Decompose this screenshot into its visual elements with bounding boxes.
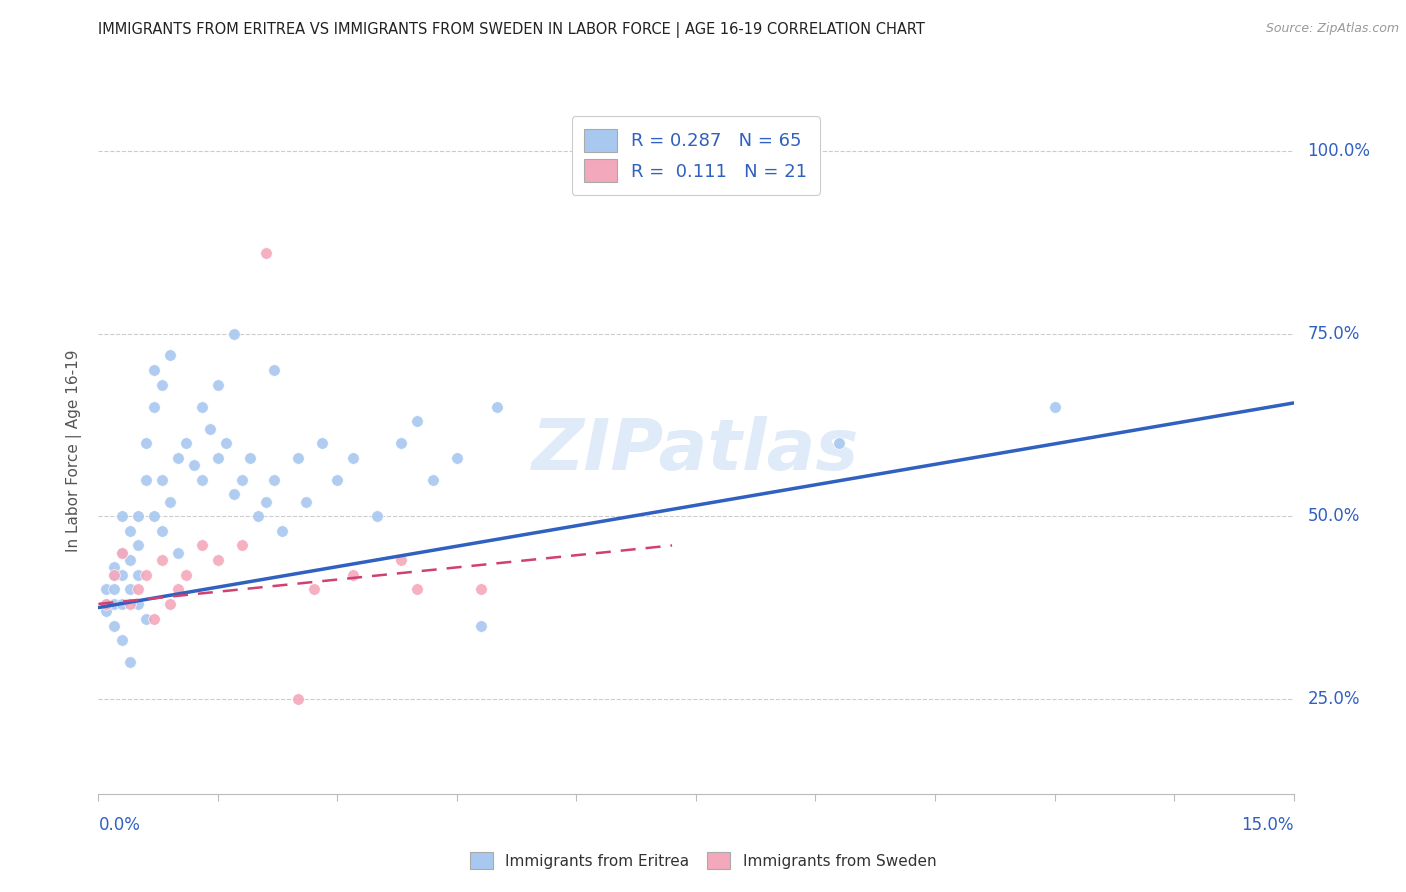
Point [96, 604, 118, 618]
Point [366, 509, 388, 524]
Text: 0.0%: 0.0% [98, 816, 141, 834]
Point [96, 597, 118, 611]
Point [470, 619, 492, 633]
Point [406, 414, 429, 428]
Point [263, 363, 285, 377]
Point [287, 692, 309, 706]
Point [239, 450, 262, 465]
Point [103, 582, 125, 597]
Point [150, 473, 173, 487]
Point [127, 582, 149, 597]
Point [127, 509, 149, 524]
Point [231, 538, 253, 552]
Point [222, 326, 245, 341]
Point [159, 494, 181, 508]
Point [120, 553, 142, 567]
Point [135, 567, 157, 582]
Point [127, 597, 149, 611]
Point [111, 597, 134, 611]
Point [167, 546, 190, 560]
Point [254, 246, 277, 260]
Point [191, 400, 214, 414]
Point [111, 567, 134, 582]
Point [222, 487, 245, 501]
Text: IMMIGRANTS FROM ERITREA VS IMMIGRANTS FROM SWEDEN IN LABOR FORCE | AGE 16-19 COR: IMMIGRANTS FROM ERITREA VS IMMIGRANTS FR… [98, 22, 925, 38]
Point [103, 619, 125, 633]
Point [270, 524, 292, 538]
Point [150, 377, 173, 392]
Point [111, 546, 134, 560]
Point [294, 494, 316, 508]
Point [103, 567, 125, 582]
Point [254, 494, 277, 508]
Point [302, 582, 325, 597]
Point [406, 582, 429, 597]
Point [246, 509, 269, 524]
Point [111, 509, 134, 524]
Point [143, 611, 166, 625]
Point [135, 436, 157, 450]
Point [127, 538, 149, 552]
Legend: Immigrants from Eritrea, Immigrants from Sweden: Immigrants from Eritrea, Immigrants from… [464, 846, 942, 875]
Point [143, 363, 166, 377]
Point [342, 450, 364, 465]
Point [103, 560, 125, 574]
Point [159, 597, 181, 611]
Point [470, 582, 492, 597]
Point [135, 473, 157, 487]
Point [120, 656, 142, 670]
Point [143, 509, 166, 524]
Point [120, 524, 142, 538]
Text: 75.0%: 75.0% [1308, 325, 1360, 343]
Point [96, 582, 118, 597]
Point [207, 553, 229, 567]
Point [231, 473, 253, 487]
Point [111, 633, 134, 648]
Point [159, 349, 181, 363]
Point [103, 567, 125, 582]
Text: 100.0%: 100.0% [1308, 142, 1371, 160]
Point [111, 546, 134, 560]
Point [389, 553, 412, 567]
Point [127, 567, 149, 582]
Point [96, 597, 118, 611]
Text: 25.0%: 25.0% [1308, 690, 1360, 708]
Point [191, 538, 214, 552]
Legend: R = 0.287   N = 65, R =  0.111   N = 21: R = 0.287 N = 65, R = 0.111 N = 21 [572, 116, 820, 195]
Y-axis label: In Labor Force | Age 16-19: In Labor Force | Age 16-19 [66, 349, 83, 552]
Point [422, 473, 444, 487]
Point [198, 421, 221, 435]
Point [1043, 400, 1066, 414]
Point [828, 436, 851, 450]
Point [342, 567, 364, 582]
Point [120, 582, 142, 597]
Point [103, 597, 125, 611]
Point [446, 450, 468, 465]
Point [120, 597, 142, 611]
Point [389, 436, 412, 450]
Point [150, 553, 173, 567]
Point [311, 436, 333, 450]
Point [485, 400, 508, 414]
Point [135, 611, 157, 625]
Point [150, 524, 173, 538]
Point [174, 567, 197, 582]
Point [263, 473, 285, 487]
Point [287, 450, 309, 465]
Point [143, 400, 166, 414]
Point [215, 436, 238, 450]
Point [191, 473, 214, 487]
Point [207, 450, 229, 465]
Point [183, 458, 205, 472]
Text: ZIPatlas: ZIPatlas [533, 416, 859, 485]
Point [174, 436, 197, 450]
Point [207, 377, 229, 392]
Point [326, 473, 349, 487]
Point [167, 450, 190, 465]
Text: 50.0%: 50.0% [1308, 508, 1360, 525]
Text: 15.0%: 15.0% [1241, 816, 1294, 834]
Point [167, 582, 190, 597]
Text: Source: ZipAtlas.com: Source: ZipAtlas.com [1265, 22, 1399, 36]
